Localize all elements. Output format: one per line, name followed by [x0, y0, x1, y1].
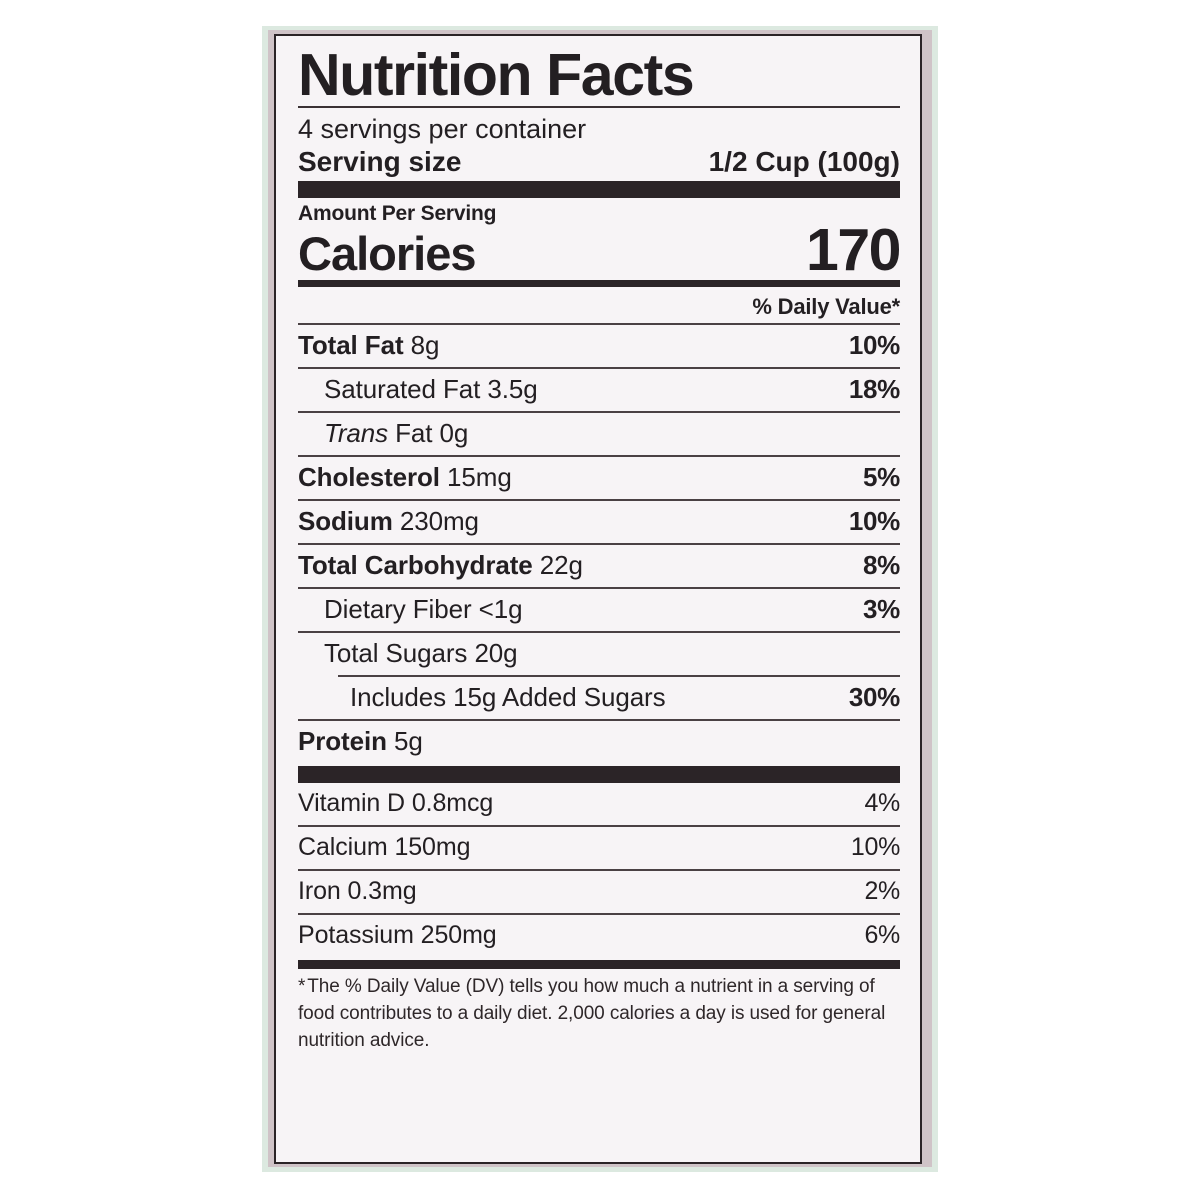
calories-label: Calories	[298, 227, 476, 281]
nutrient-row: Dietary Fiber <1g 3%	[298, 589, 900, 631]
nutrient-label: Cholesterol	[298, 462, 440, 493]
vitamin-row: Potassium 250mg 6%	[298, 915, 900, 957]
serving-size-label: Serving size	[298, 145, 462, 177]
nutrient-amount: 20g	[467, 638, 518, 669]
nutrient-amount: 8g	[403, 330, 440, 361]
nutrient-row: Total Sugars 20g	[298, 633, 900, 675]
nutrient-row-divider	[338, 675, 900, 678]
footnote-text: The % Daily Value (DV) tells you how muc…	[298, 976, 886, 1052]
nutrient-label: Protein	[298, 726, 387, 757]
nutrient-row: Includes 15g Added Sugars 30%	[298, 677, 900, 719]
nutrient-label: Sodium	[298, 506, 393, 537]
nutrient-name: Trans Fat 0g	[324, 418, 468, 449]
nutrient-daily-value: 3%	[863, 594, 900, 625]
nutrient-row-divider	[298, 367, 900, 370]
nutrient-amount: 230mg	[392, 506, 479, 537]
serving-size-row: Serving size 1/2 Cup (100g)	[298, 146, 900, 178]
nutrient-amount: <1g	[471, 594, 523, 625]
nutrient-daily-value: 8%	[863, 550, 900, 581]
serving-size-value: 1/2 Cup (100g)	[708, 145, 900, 177]
daily-value-header: % Daily Value*	[752, 294, 900, 320]
nutrient-label: Total Sugars	[324, 638, 468, 669]
nutrient-daily-value: 10%	[848, 330, 900, 361]
nutrition-facts-label: Nutrition Facts 4 servings per container…	[274, 34, 922, 1164]
servings-per-container: 4 servings per container	[298, 114, 587, 145]
nutrient-daily-value: 18%	[848, 374, 900, 405]
nutrient-amount: 3.5g	[480, 374, 538, 405]
nutrient-daily-value: 30%	[848, 682, 900, 713]
nutrient-row-divider	[298, 455, 900, 458]
vitamin-daily-value: 4%	[864, 789, 900, 818]
nutrient-daily-value: 10%	[848, 506, 900, 537]
nutrient-amount: 5g	[386, 726, 423, 757]
vitamin-daily-value: 6%	[864, 921, 900, 950]
nutrient-row-divider	[298, 499, 900, 502]
nutrient-label: Total Carbohydrate	[298, 550, 533, 581]
calories-divider	[298, 280, 900, 288]
nutrient-row: Protein 5g	[298, 721, 900, 763]
nutrient-name: Sodium 230mg	[298, 506, 479, 537]
daily-value-footnote: * The % Daily Value (DV) tells you how mu…	[298, 974, 900, 1055]
nutrient-row: Cholesterol 15mg 5%	[298, 457, 900, 499]
title-divider	[298, 106, 900, 109]
vitamin-row: Iron 0.3mg 2%	[298, 871, 900, 913]
nutrient-row-divider	[298, 587, 900, 590]
nutrient-row: Total Fat 8g 10%	[298, 325, 900, 367]
nutrient-name: Includes 15g Added Sugars	[350, 682, 666, 713]
vitamin-name: Vitamin D 0.8mcg	[298, 789, 494, 818]
nutrient-name: Saturated Fat 3.5g	[324, 374, 538, 405]
nutrient-label: Dietary Fiber	[324, 594, 472, 625]
vitamin-name: Iron 0.3mg	[298, 877, 417, 906]
vitamin-row: Vitamin D 0.8mcg 4%	[298, 783, 900, 825]
nutrient-amount: 22g	[532, 550, 583, 581]
nutrient-name: Dietary Fiber <1g	[324, 594, 523, 625]
nutrient-name: Total Fat 8g	[298, 330, 439, 361]
nutrient-amount: Fat 0g	[388, 418, 469, 449]
nutrient-daily-value: 5%	[863, 462, 900, 493]
footnote-divider-bar	[298, 960, 900, 970]
footnote-asterisk: *	[298, 976, 306, 998]
nutrient-name: Protein 5g	[298, 726, 423, 757]
nutrient-row: Trans Fat 0g	[298, 413, 900, 455]
vitamin-row-divider	[298, 913, 900, 916]
nutrient-row-divider	[298, 411, 900, 414]
vitamin-row: Calcium 150mg 10%	[298, 827, 900, 869]
vitamins-section-bar	[298, 766, 900, 784]
daily-value-divider	[298, 323, 900, 326]
vitamin-daily-value: 10%	[850, 833, 900, 862]
vitamin-name: Potassium 250mg	[298, 921, 497, 950]
nutrient-row: Sodium 230mg 10%	[298, 501, 900, 543]
nutrient-row-divider	[298, 719, 900, 722]
nutrient-label: Includes 15g Added Sugars	[350, 682, 666, 713]
nutrient-row-divider	[298, 631, 900, 634]
nutrient-row: Total Carbohydrate 22g 8%	[298, 545, 900, 587]
nutrient-row: Saturated Fat 3.5g 18%	[298, 369, 900, 411]
calories-value: 170	[806, 216, 901, 283]
amount-per-serving-label: Amount Per Serving	[298, 201, 497, 225]
vitamin-row-divider	[298, 825, 900, 828]
serving-section-bar	[298, 180, 900, 198]
nutrient-list: Total Fat 8g 10% Saturated Fat 3.5g 18% Tran…	[298, 325, 900, 763]
calories-row: Calories 170	[298, 216, 901, 283]
nutrient-name: Cholesterol 15mg	[298, 462, 512, 493]
nutrient-label: Total Fat	[298, 330, 404, 361]
vitamin-name: Calcium 150mg	[298, 833, 471, 862]
nutrient-label: Saturated Fat	[324, 374, 481, 405]
vitamin-mineral-list: Vitamin D 0.8mcg 4% Calcium 150mg 10% Iron 0…	[298, 783, 900, 957]
nutrient-name: Total Sugars 20g	[324, 638, 518, 669]
vitamin-daily-value: 2%	[864, 877, 900, 906]
nutrient-label: Trans	[324, 418, 389, 449]
nutrient-name: Total Carbohydrate 22g	[298, 550, 583, 581]
nutrient-amount: 15mg	[439, 462, 512, 493]
label-title: Nutrition Facts	[298, 42, 695, 108]
vitamin-row-divider	[298, 869, 900, 872]
nutrient-row-divider	[298, 543, 900, 546]
